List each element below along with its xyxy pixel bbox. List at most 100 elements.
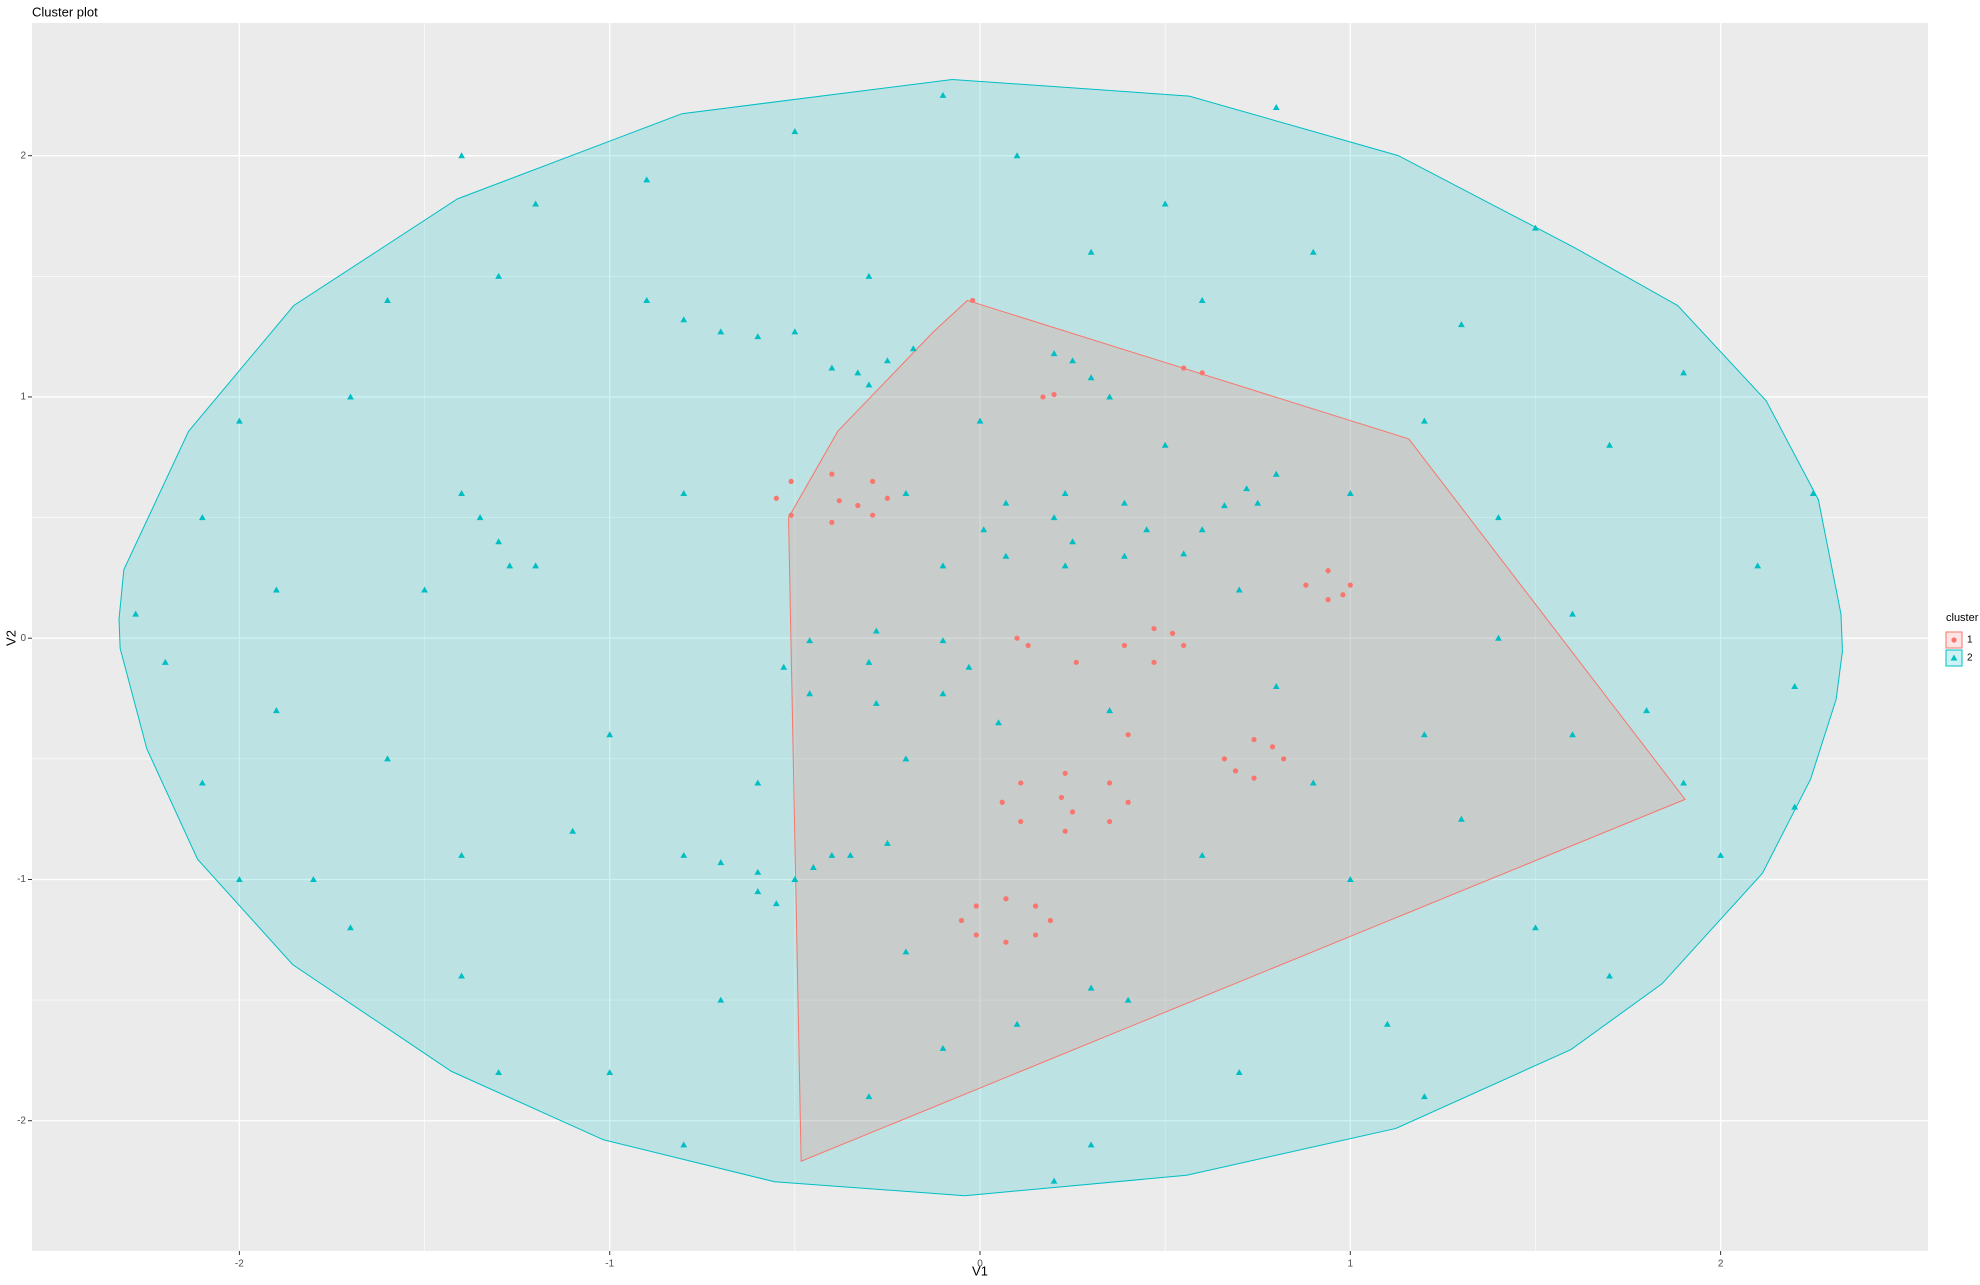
point: [754, 333, 762, 340]
point: [973, 932, 979, 938]
x-tick-label: 1: [1348, 1259, 1354, 1270]
point: [1087, 1141, 1095, 1148]
point: [1061, 562, 1069, 569]
point: [1087, 374, 1095, 381]
point: [828, 851, 836, 858]
point: [273, 586, 280, 593]
point: [680, 316, 688, 323]
x-axis-title: V1: [972, 1263, 988, 1278]
point: [1106, 707, 1114, 714]
point: [865, 658, 873, 665]
point: [1069, 538, 1076, 545]
point: [1002, 552, 1010, 559]
point: [1050, 514, 1058, 521]
point: [1791, 683, 1799, 690]
chart-title: Cluster plot: [32, 4, 98, 19]
point: [902, 490, 910, 497]
point: [1346, 876, 1354, 883]
point: [495, 1069, 502, 1076]
point: [1003, 939, 1009, 945]
point: [1151, 659, 1157, 665]
point: [1420, 731, 1428, 738]
point: [884, 839, 891, 846]
point: [235, 876, 243, 883]
point: [643, 176, 651, 183]
point: [939, 91, 947, 98]
point: [1791, 803, 1799, 810]
point: [717, 996, 725, 1003]
point: [1121, 552, 1128, 559]
point: [1199, 370, 1205, 376]
point: [846, 851, 854, 858]
point: [1232, 768, 1239, 774]
point: [788, 512, 794, 518]
point: [1087, 984, 1095, 991]
point: [1458, 815, 1465, 822]
point: [1018, 818, 1024, 825]
point: [1325, 568, 1331, 574]
point: [680, 490, 688, 497]
point: [1121, 499, 1128, 506]
point: [1243, 485, 1251, 492]
point: [1025, 642, 1031, 649]
point: [939, 562, 947, 569]
legend-title: cluster: [1946, 612, 1979, 624]
point: [384, 297, 391, 303]
point: [1181, 642, 1187, 649]
point: [1717, 851, 1725, 858]
point: [1198, 851, 1206, 858]
point: [1062, 770, 1068, 776]
point: [909, 345, 917, 352]
point: [1069, 809, 1076, 815]
y-tick-label: -1: [17, 874, 26, 885]
point: [161, 658, 169, 665]
point: [1235, 1069, 1243, 1076]
point: [421, 586, 428, 593]
point: [532, 200, 540, 207]
point: [976, 417, 984, 424]
point: [1325, 597, 1331, 603]
point: [865, 1093, 873, 1100]
point: [973, 903, 979, 909]
point: [1073, 659, 1079, 665]
point: [235, 417, 243, 424]
point: [198, 779, 206, 786]
point: [1014, 635, 1020, 641]
point: [347, 924, 354, 931]
point: [1309, 248, 1317, 255]
point: [836, 498, 842, 504]
legend-label: 1: [1967, 635, 1973, 646]
point: [1383, 1020, 1391, 1027]
point: [1198, 526, 1206, 533]
point: [980, 526, 988, 533]
point: [754, 868, 762, 875]
point: [347, 393, 354, 400]
point: [532, 562, 540, 569]
point: [1069, 357, 1076, 364]
point: [1107, 780, 1113, 786]
point: [643, 297, 651, 303]
point: [870, 512, 876, 518]
point: [1221, 502, 1228, 509]
point: [773, 495, 779, 501]
cluster-hull: [118, 78, 1843, 1197]
point: [1180, 550, 1188, 557]
point: [1495, 634, 1502, 641]
point: [939, 637, 947, 644]
point: [828, 364, 836, 371]
point: [458, 152, 465, 159]
point: [458, 490, 465, 497]
point: [865, 381, 873, 388]
series-points: [132, 91, 1817, 1184]
point: [1303, 582, 1309, 588]
point: [1269, 744, 1276, 750]
point: [1151, 625, 1157, 632]
point: [1040, 394, 1046, 400]
point: [1124, 996, 1132, 1003]
point: [1420, 1093, 1428, 1100]
point: [806, 690, 814, 697]
point: [829, 471, 835, 477]
point: [495, 272, 502, 279]
y-tick-label: 2: [20, 150, 26, 161]
